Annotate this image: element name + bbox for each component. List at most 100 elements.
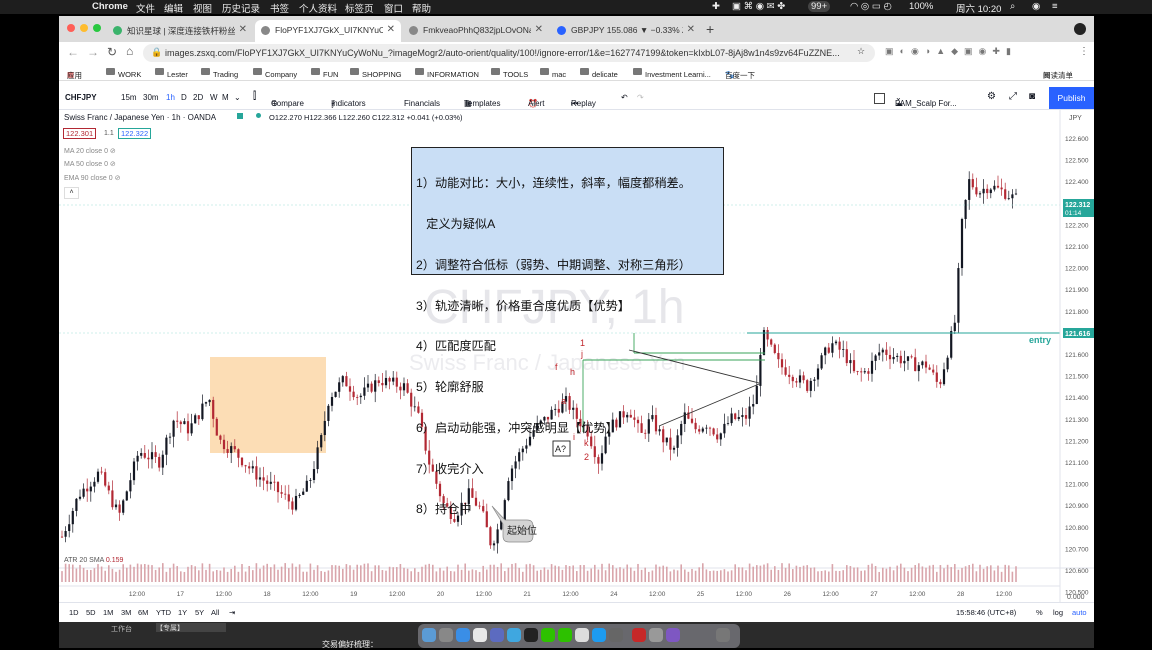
interval-2d[interactable]: 2D <box>193 93 204 102</box>
tab-tradingview[interactable]: GBPJPY 155.086 ▼ −0.33% Z… ✕ <box>551 20 701 42</box>
time-axis[interactable]: 12:00 17 12:00 18 12:00 19 12:00 20 12:00 21 12:00… <box>129 591 1013 598</box>
fullscreen-toggle-icon[interactable] <box>874 93 885 104</box>
system-preferences-icon[interactable] <box>649 628 663 642</box>
app-icon[interactable] <box>490 628 504 642</box>
add-icon[interactable]: ✚ <box>712 1 720 12</box>
chart-type-icon[interactable]: ⫿ <box>253 91 257 102</box>
minimize-window-button[interactable] <box>80 24 88 32</box>
camera-icon[interactable]: ◙ <box>1029 91 1036 102</box>
redo-icon[interactable]: ↷ <box>637 93 644 102</box>
safari-icon[interactable] <box>456 628 470 642</box>
bookmark-investment[interactable]: Investment Learni... <box>633 67 711 79</box>
range-1d[interactable]: 1D <box>69 608 79 617</box>
trash-icon[interactable] <box>716 628 730 642</box>
eye-off-icon[interactable]: ⊘ <box>114 175 121 182</box>
tray-icons[interactable]: ▣ ⌘ ◉ ✉ ✤ <box>732 1 786 12</box>
tab-active-image[interactable]: FloPYF1XJ7GkX_UI7KNYuCyWoNu_… ✕ <box>255 20 401 42</box>
menu-profile[interactable]: 个人资料 <box>299 4 338 15</box>
menu-tabs[interactable]: 标签页 <box>345 4 374 15</box>
new-tab-button[interactable]: + <box>706 21 715 37</box>
close-icon[interactable]: ✕ <box>386 24 395 35</box>
menu-file[interactable]: 文件 <box>136 4 156 15</box>
star-icon[interactable]: ☆ <box>857 46 866 56</box>
expand-icon[interactable]: ⤢ <box>1009 91 1017 102</box>
undo-icon[interactable]: ↶ <box>621 93 628 102</box>
menu-bookmarks[interactable]: 书签 <box>270 4 290 15</box>
notification-badge[interactable]: 99+ <box>808 1 831 12</box>
percent-toggle[interactable]: % <box>1036 608 1043 617</box>
tab-search-icon[interactable] <box>1074 23 1086 35</box>
tab-zsxq[interactable]: 知识星球 | 深度连接铁杆粉丝，运… ✕ <box>107 20 253 42</box>
auto-toggle[interactable]: auto <box>1072 608 1087 617</box>
ask-button[interactable]: 122.322 <box>118 128 152 139</box>
interval-15m[interactable]: 15m <box>121 93 137 102</box>
back-icon[interactable]: ← <box>67 45 79 59</box>
start-callout[interactable] <box>491 505 534 543</box>
settings-gear-icon[interactable]: ⚙ <box>987 91 996 102</box>
close-icon[interactable]: ✕ <box>686 24 695 35</box>
bookmark-lester[interactable]: Lester <box>155 67 188 79</box>
bookmark-trading[interactable]: Trading <box>201 67 238 79</box>
interval-d[interactable]: D <box>181 93 187 102</box>
launchpad-icon[interactable] <box>439 628 453 642</box>
menu-edit[interactable]: 编辑 <box>164 4 184 15</box>
interval-1h[interactable]: 1h <box>166 93 175 102</box>
bookmark-mac[interactable]: mac <box>540 67 566 79</box>
triangle-lower-line[interactable] <box>658 383 760 427</box>
range-3m[interactable]: 3M <box>121 608 132 617</box>
range-5d[interactable]: 5D <box>86 608 96 617</box>
bookmark-fun[interactable]: FUN <box>311 67 338 79</box>
bookmark-information[interactable]: INFORMATION <box>415 67 479 79</box>
close-window-button[interactable] <box>67 24 75 32</box>
bookmark-work[interactable]: WORK <box>106 67 141 79</box>
legend-title[interactable]: Swiss Franc / Japanese Yen · 1h · OANDA <box>64 113 217 122</box>
app-store-icon[interactable] <box>507 628 521 642</box>
menu-kebab-icon[interactable]: ⋮ <box>1079 46 1089 57</box>
app-icon-4[interactable] <box>666 628 680 642</box>
lock-icon[interactable]: 🔒 <box>151 47 163 57</box>
eye-off-icon[interactable]: ⊘ <box>109 148 116 155</box>
home-icon[interactable]: ⌂ <box>126 44 134 58</box>
interval-m[interactable]: M <box>222 93 229 102</box>
app-icon-2[interactable] <box>609 628 623 642</box>
publish-button[interactable]: Publish <box>1049 87 1094 109</box>
telegram-icon[interactable] <box>592 628 606 642</box>
menu-help[interactable]: 帮助 <box>412 4 432 15</box>
date-range-icon[interactable]: ⇥ <box>229 608 236 617</box>
forward-icon[interactable]: → <box>87 45 99 59</box>
reload-icon[interactable]: ↻ <box>107 45 118 59</box>
indicator-ma20[interactable]: MA 20 close 0 ⊘ <box>64 148 116 155</box>
bookmark-tools[interactable]: TOOLS <box>491 67 528 79</box>
interval-30m[interactable]: 30m <box>143 93 159 102</box>
url-field[interactable]: 🔒 images.zsxq.com/FloPYF1XJ7GkX_UI7KNYuC… <box>143 44 875 62</box>
bookmark-delicate[interactable]: delicate <box>580 67 618 79</box>
triangle-upper-line[interactable] <box>628 349 760 384</box>
extension-icons[interactable]: ▣◐◉◑▲◆▣◉✚▮ <box>885 46 1017 56</box>
notes-icon[interactable] <box>473 628 487 642</box>
range-all[interactable]: All <box>211 608 220 617</box>
bookmark-company[interactable]: Company <box>253 67 297 79</box>
chrome-icon[interactable] <box>575 628 589 642</box>
interval-w[interactable]: W <box>210 93 218 102</box>
zoom-window-button[interactable] <box>93 24 101 32</box>
search-icon[interactable]: ⌕ <box>1010 1 1016 12</box>
layout-button[interactable]: ☁ PAM_Scalp For... ⌄ <box>895 93 957 108</box>
symbol-search[interactable]: CHFJPY <box>65 93 97 102</box>
range-1y[interactable]: 1Y <box>178 608 188 617</box>
wifi-icon[interactable]: ◠ ◎ ▭ ◴ <box>850 1 892 12</box>
bookmark-shopping[interactable]: SHOPPING <box>350 67 402 79</box>
range-5y[interactable]: 5Y <box>195 608 205 617</box>
range-ytd[interactable]: YTD <box>156 608 171 617</box>
finder-icon[interactable] <box>422 628 436 642</box>
bid-button[interactable]: 122.301 <box>63 128 97 139</box>
siri-icon[interactable]: ◉ <box>1032 1 1041 12</box>
wechat-icon[interactable] <box>541 628 555 642</box>
range-1m[interactable]: 1M <box>103 608 114 617</box>
indicator-ema90[interactable]: EMA 90 close 0 ⊘ <box>64 175 121 182</box>
menu-app-name[interactable]: Chrome <box>92 1 128 12</box>
control-center-icon[interactable]: ≡ <box>1052 1 1058 12</box>
close-icon[interactable]: ✕ <box>238 24 247 35</box>
range-6m[interactable]: 6M <box>138 608 149 617</box>
clock[interactable]: 周六 10:20 <box>956 4 1002 15</box>
log-toggle[interactable]: log <box>1053 608 1064 617</box>
